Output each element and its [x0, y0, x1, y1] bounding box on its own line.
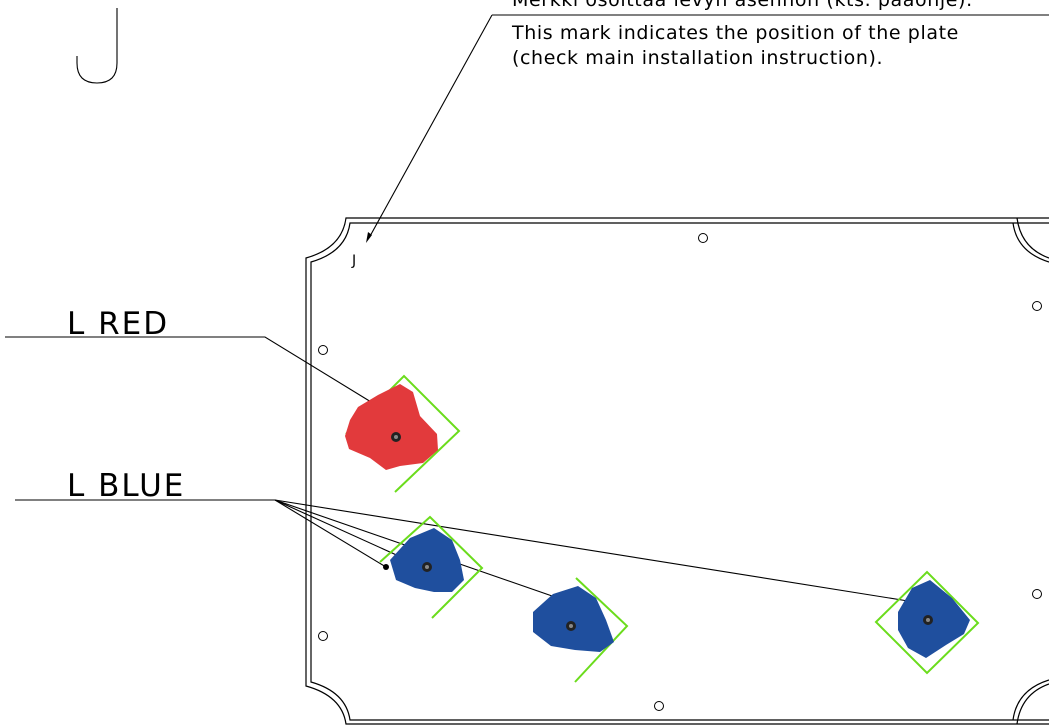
guide-square	[379, 515, 484, 619]
blue-hold-1	[390, 528, 464, 592]
mounting-hole	[318, 345, 328, 355]
leader-red	[5, 336, 377, 406]
label-red: L RED	[67, 306, 169, 342]
red-hold-group	[345, 374, 461, 493]
label-blue: L BLUE	[67, 468, 185, 504]
note-english-line1: This mark indicates the position of the …	[511, 22, 959, 44]
guide-square	[874, 570, 980, 675]
leader-blue-4	[274, 499, 909, 602]
orientation-mark-small: J	[351, 253, 356, 269]
blue-hold-2	[533, 586, 614, 652]
note-finnish: Merkki osoittaa levyn asennon (kts. paao…	[512, 0, 973, 11]
note-leader-arrow	[366, 232, 372, 243]
note-english-line2: (check main installation instruction).	[512, 47, 883, 69]
red-hold	[345, 384, 438, 470]
mounting-holes	[318, 233, 1042, 711]
guide-square	[574, 577, 629, 683]
plate-outline	[305, 217, 1049, 725]
mounting-hole	[318, 631, 328, 641]
blue-hold-3	[898, 580, 970, 658]
mounting-hole	[1032, 589, 1042, 599]
blue-hold-3-group	[874, 570, 980, 675]
blue-hold-1-group	[379, 515, 484, 619]
mounting-hole	[698, 233, 708, 243]
mounting-hole	[654, 701, 664, 711]
leader-blue-1	[274, 499, 387, 568]
leader-dot-blue	[383, 564, 389, 570]
orientation-mark-large	[76, 8, 118, 84]
note-leader-line	[368, 14, 493, 239]
mounting-hole	[1032, 301, 1042, 311]
blue-hold-2-group	[533, 577, 629, 683]
